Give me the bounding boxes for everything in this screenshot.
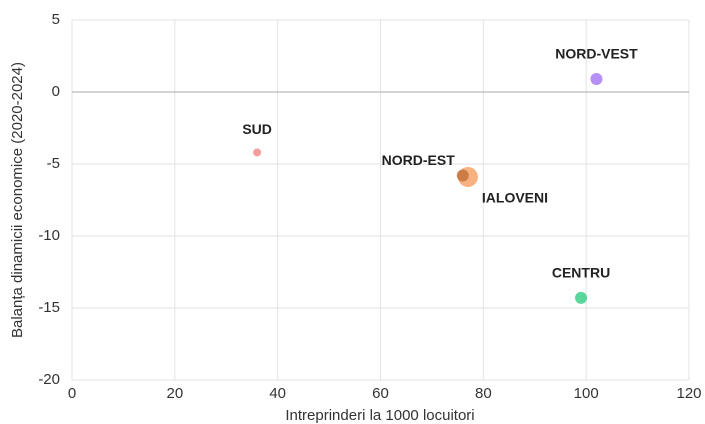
x-tick-label: 60 bbox=[372, 385, 389, 402]
point-label: SUD bbox=[242, 121, 272, 137]
x-tick-label: 80 bbox=[475, 385, 492, 402]
x-tick-label: 40 bbox=[269, 385, 286, 402]
x-tick-label: 120 bbox=[676, 385, 701, 402]
y-tick-label: 5 bbox=[52, 11, 60, 28]
y-tick-label: -15 bbox=[38, 299, 60, 316]
bubble bbox=[590, 73, 603, 86]
y-tick-label: -20 bbox=[38, 371, 60, 388]
point-label: NORD-EST bbox=[382, 152, 456, 168]
x-tick-label: 0 bbox=[68, 385, 76, 402]
point-label: CENTRU bbox=[552, 265, 610, 281]
y-tick-label: -5 bbox=[47, 155, 60, 172]
point-label: IALOVENI bbox=[482, 190, 548, 206]
bubble bbox=[253, 148, 262, 157]
y-tick-label: 0 bbox=[52, 83, 60, 100]
y-axis-label: Balanța dinamicii economice (2020-2024) bbox=[9, 62, 26, 338]
y-tick-label: -10 bbox=[38, 227, 60, 244]
bubble bbox=[575, 291, 588, 304]
x-tick-label: 20 bbox=[166, 385, 183, 402]
x-tick-label: 100 bbox=[574, 385, 599, 402]
x-axis-label: Intreprinderi la 1000 locuitori bbox=[285, 407, 474, 424]
bubble bbox=[456, 169, 469, 182]
point-label: NORD-VEST bbox=[555, 46, 638, 62]
